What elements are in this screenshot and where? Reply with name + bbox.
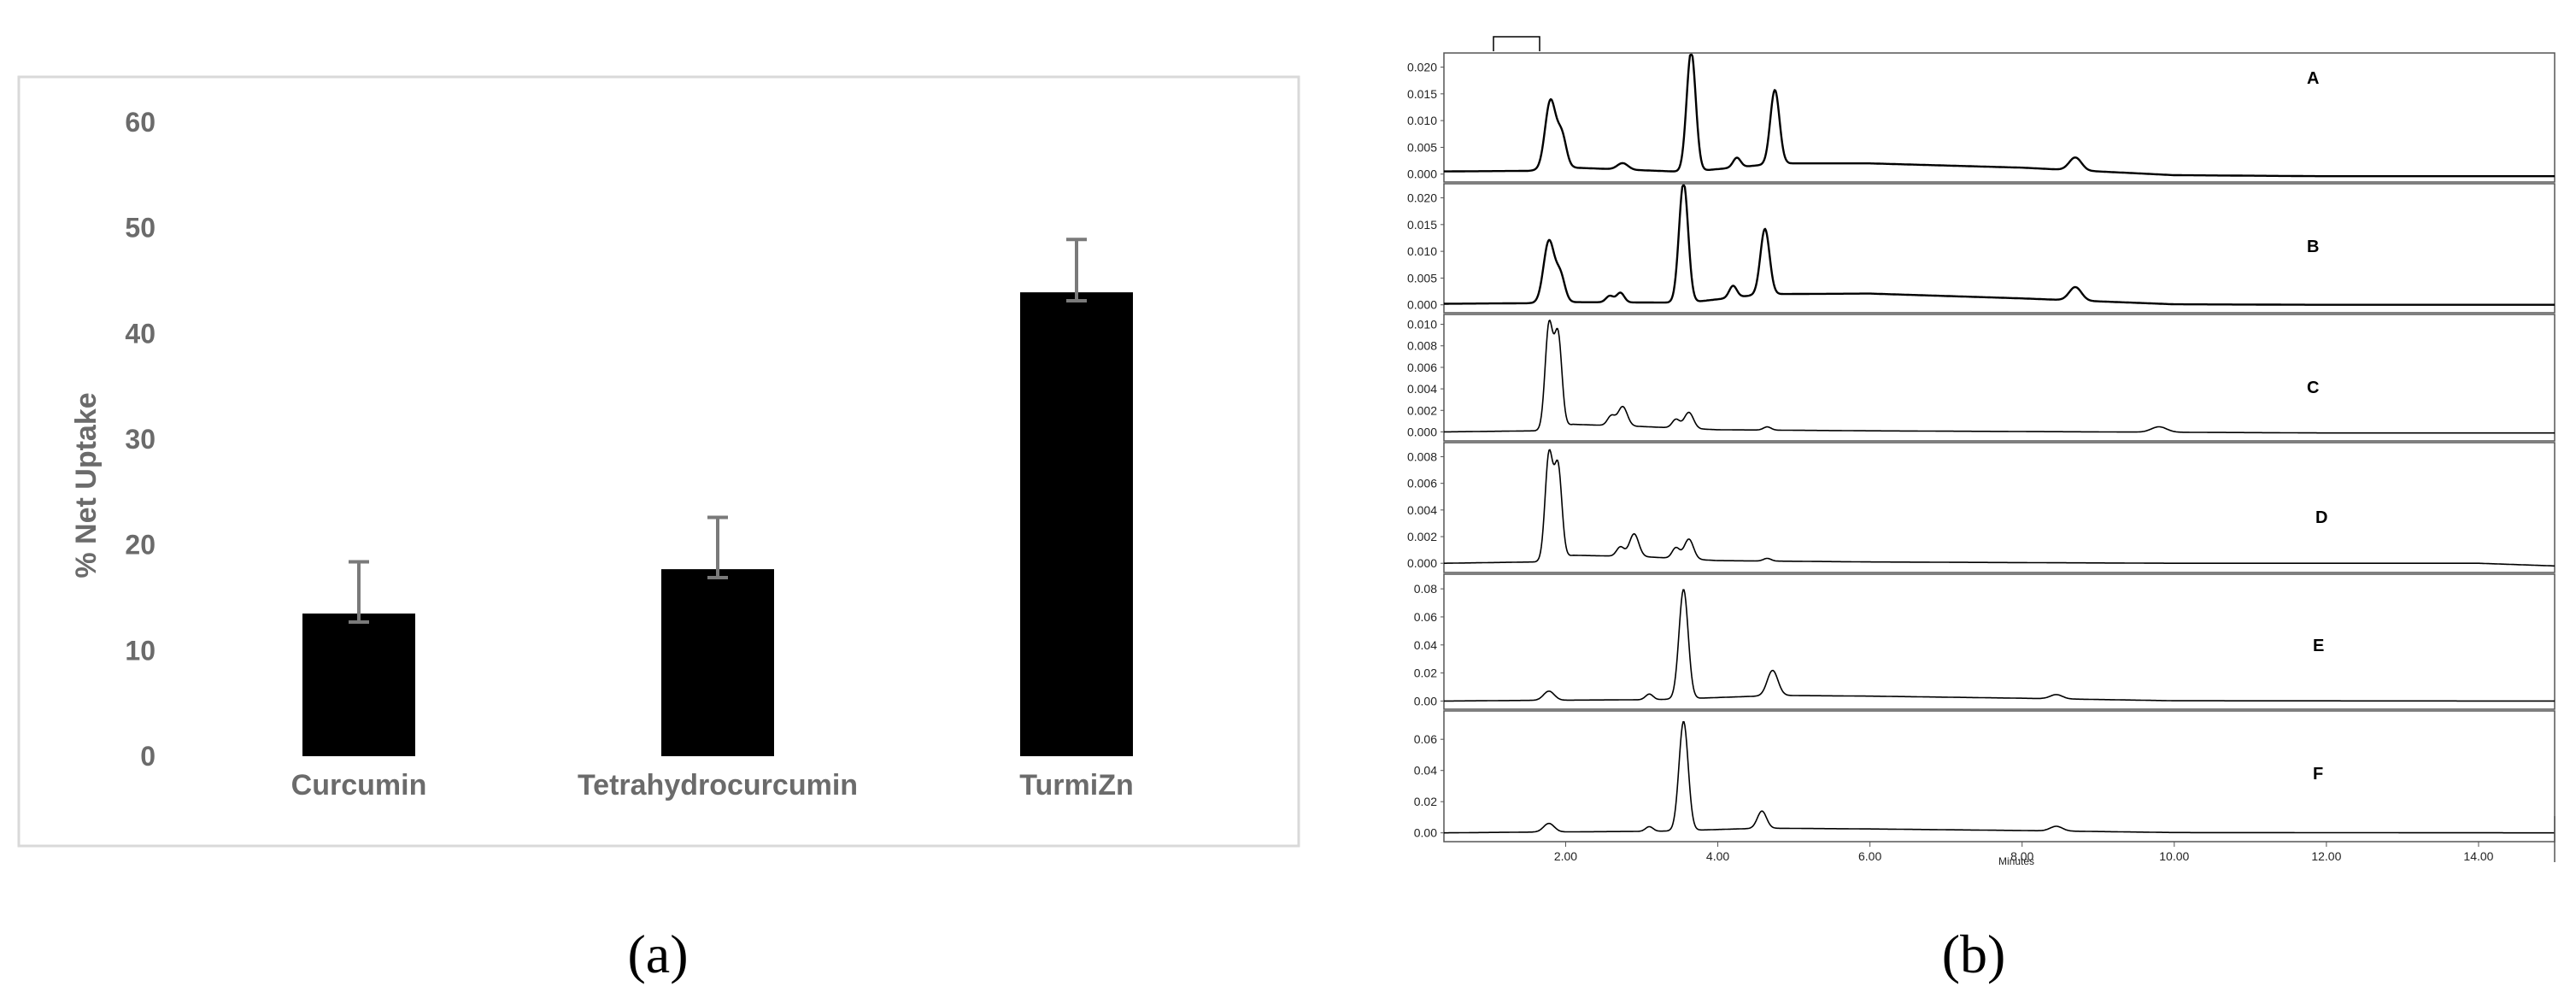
y-tick-label: 0.015 bbox=[1407, 87, 1437, 101]
trace-label: D bbox=[2315, 508, 2327, 527]
chromatogram-a: 0.020 0.015 0.010 0.005 0.000 A bbox=[1407, 52, 2555, 183]
error-bar bbox=[349, 560, 369, 624]
trace-frame bbox=[1443, 573, 2555, 710]
y-tick-label: 0.02 bbox=[1414, 795, 1437, 808]
chromatogram-e: 0.08 0.06 0.04 0.02 0.00 E bbox=[1414, 573, 2555, 710]
x-axis-categories: Curcumin Tetrahydrocurcumin TurmiZn bbox=[291, 769, 1134, 801]
y-tick-label: 0.000 bbox=[1407, 167, 1437, 181]
y-tick-label: 0.004 bbox=[1407, 503, 1437, 517]
x-tick-label: 4.00 bbox=[1706, 849, 1729, 863]
y-tick-label: 0.04 bbox=[1414, 638, 1437, 652]
category-label: Tetrahydrocurcumin bbox=[578, 769, 858, 801]
chromatogram-top-marker bbox=[1493, 36, 1540, 51]
bar-chart-panel: 0 10 20 30 40 50 60 Curcumin Tetrahydrocurcumin… bbox=[17, 75, 1300, 984]
y-tick-label: 0.020 bbox=[1407, 191, 1437, 205]
y-tick-label: 0.00 bbox=[1414, 826, 1437, 840]
y-tick-label: 0.005 bbox=[1407, 140, 1437, 154]
y-tick-label: 20 bbox=[125, 530, 155, 561]
y-tick-label: 0.020 bbox=[1407, 61, 1437, 74]
caption-a: (a) bbox=[627, 924, 688, 984]
y-tick-label: 0 bbox=[140, 741, 155, 772]
y-tick-label: 30 bbox=[125, 424, 155, 455]
category-label: TurmiZn bbox=[1019, 769, 1133, 801]
chromatogram-f: 0.06 0.04 0.02 0.00 F bbox=[1414, 710, 2555, 843]
chromatogram-panel: 0.020 0.015 0.010 0.005 0.000 A 0.020 0.015 0.01… bbox=[1407, 36, 2555, 984]
trace-frame bbox=[1443, 52, 2555, 183]
trace-line bbox=[1444, 589, 2555, 702]
y-tick-label: 0.010 bbox=[1407, 244, 1437, 258]
trace-label: F bbox=[2313, 765, 2323, 784]
error-bar bbox=[707, 515, 728, 580]
trace-line bbox=[1443, 184, 2555, 306]
bars bbox=[302, 292, 1133, 756]
trace-label: A bbox=[2307, 69, 2319, 88]
chromatogram-c: 0.010 0.008 0.006 0.004 0.002 0.000 C bbox=[1407, 314, 2555, 442]
y-tick-label: 50 bbox=[125, 213, 155, 244]
y-tick-label: 0.008 bbox=[1407, 339, 1437, 353]
x-tick-label: 2.00 bbox=[1554, 849, 1577, 863]
y-axis-label: % Net Uptake bbox=[70, 392, 103, 578]
y-tick-label: 0.010 bbox=[1407, 318, 1437, 332]
y-tick-label: 0.015 bbox=[1407, 218, 1437, 232]
chromatogram-d: 0.008 0.006 0.004 0.002 0.000 D bbox=[1407, 442, 2555, 573]
y-tick-label: 0.000 bbox=[1407, 425, 1437, 438]
y-tick-label: 0.008 bbox=[1407, 449, 1437, 463]
trace-frame bbox=[1443, 183, 2555, 314]
y-tick-label: 0.005 bbox=[1407, 271, 1437, 285]
x-tick-label: 10.00 bbox=[2159, 849, 2189, 863]
x-tick-label: 14.00 bbox=[2463, 849, 2493, 863]
trace-line bbox=[1443, 53, 2555, 178]
trace-frame bbox=[1443, 442, 2555, 573]
y-tick-label: 0.06 bbox=[1414, 732, 1437, 746]
trace-label: C bbox=[2307, 379, 2319, 397]
y-tick-label: 10 bbox=[125, 635, 155, 666]
error-bars bbox=[349, 238, 1087, 624]
x-axis-label: Minutes bbox=[1998, 855, 2034, 867]
y-tick-label: 60 bbox=[125, 107, 155, 138]
chromatogram-x-axis: 2.00 4.00 6.00 8.00 10.00 12.00 14.00 bbox=[1554, 816, 2555, 863]
trace-line bbox=[1444, 720, 2555, 834]
y-tick-label: 0.000 bbox=[1407, 556, 1437, 570]
y-tick-label: 0.02 bbox=[1414, 666, 1437, 680]
trace-line bbox=[1444, 320, 2555, 434]
y-tick-label: 0.000 bbox=[1407, 298, 1437, 312]
trace-frame bbox=[1443, 314, 2555, 442]
error-bar bbox=[1066, 238, 1087, 302]
y-tick-label: 0.002 bbox=[1407, 403, 1437, 417]
bar-tetrahydrocurcumin bbox=[661, 569, 774, 756]
y-tick-label: 40 bbox=[125, 318, 155, 349]
bar-turmizn bbox=[1020, 292, 1133, 756]
x-tick-label: 12.00 bbox=[2311, 849, 2341, 863]
y-tick-label: 0.004 bbox=[1407, 382, 1437, 396]
y-tick-label: 0.002 bbox=[1407, 530, 1437, 543]
y-tick-label: 0.04 bbox=[1414, 764, 1437, 778]
category-label: Curcumin bbox=[291, 769, 427, 801]
y-tick-label: 0.006 bbox=[1407, 477, 1437, 490]
chromatogram-b: 0.020 0.015 0.010 0.005 0.000 B bbox=[1407, 183, 2555, 314]
trace-label: B bbox=[2307, 238, 2319, 256]
y-tick-label: 0.06 bbox=[1414, 610, 1437, 624]
caption-b: (b) bbox=[1942, 924, 2006, 984]
trace-label: E bbox=[2313, 637, 2324, 655]
x-tick-label: 8.00 bbox=[2010, 849, 2033, 863]
chromatogram-traces: 0.020 0.015 0.010 0.005 0.000 A 0.020 0.015 0.01… bbox=[1407, 52, 2555, 843]
y-tick-label: 0.08 bbox=[1414, 582, 1437, 596]
trace-line bbox=[1444, 449, 2555, 567]
y-axis-ticks: 0 10 20 30 40 50 60 bbox=[125, 107, 155, 772]
bar-curcumin bbox=[302, 614, 415, 756]
trace-frame bbox=[1443, 710, 2555, 843]
x-tick-label: 6.00 bbox=[1858, 849, 1881, 863]
y-tick-label: 0.006 bbox=[1407, 361, 1437, 374]
y-tick-label: 0.00 bbox=[1414, 694, 1437, 707]
y-tick-label: 0.010 bbox=[1407, 114, 1437, 127]
